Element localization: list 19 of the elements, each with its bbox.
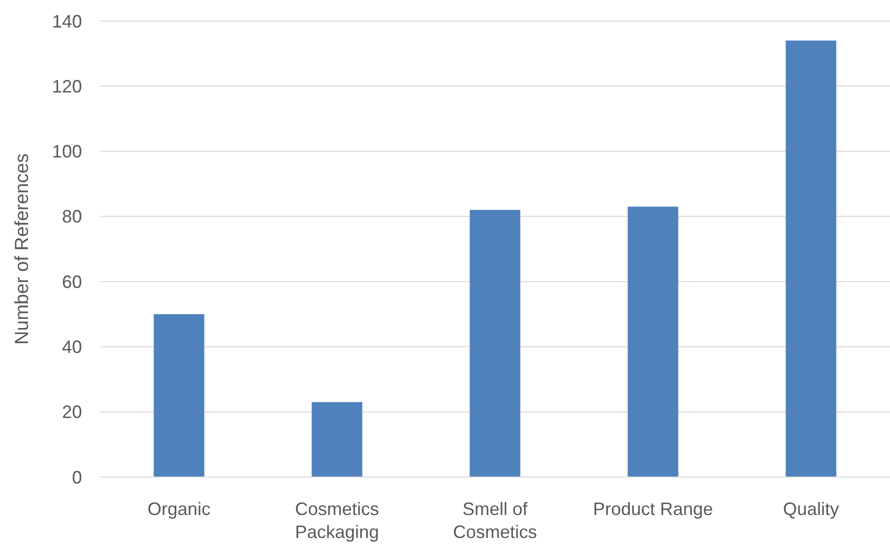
x-tick-label: Organic [147, 499, 211, 519]
y-tick-label: 120 [52, 76, 82, 96]
y-tick-label: 80 [62, 206, 82, 227]
x-tick-label: Cosmetics Packaging [294, 499, 380, 542]
bar [470, 210, 520, 477]
x-tick-label: Quality [782, 499, 840, 519]
y-tick-label: 60 [62, 272, 82, 292]
bar [312, 402, 362, 477]
x-tick-label: Product Range [592, 499, 714, 519]
bar [154, 314, 204, 477]
y-tick-label: 40 [62, 337, 82, 358]
y-tick-label: 140 [52, 11, 82, 32]
x-tick-label: Smell of Cosmetics [452, 499, 538, 542]
y-tick-label: 100 [52, 142, 82, 162]
y-tick-label: 0 [72, 467, 82, 488]
y-axis-title: Number of References [12, 153, 33, 345]
y-tick-label: 20 [62, 402, 82, 422]
bar [628, 206, 678, 477]
bar [786, 40, 836, 477]
